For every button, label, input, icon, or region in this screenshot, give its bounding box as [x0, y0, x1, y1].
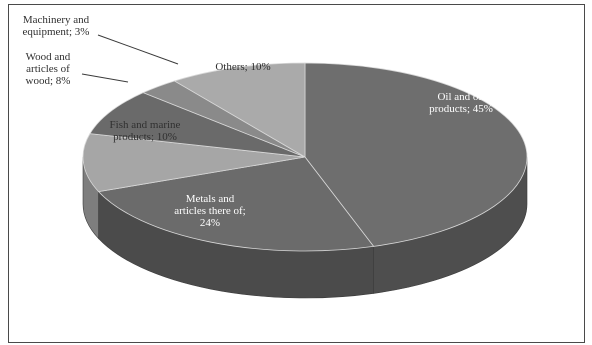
pie-slice-oil-and-oil-products [304, 62, 528, 247]
slice-labels: Oil and oil products; 45%Metals and articl… [23, 14, 493, 229]
data-label-oil-and-oil-products: Oil and oil products; 45% [429, 91, 493, 115]
data-label-line: Metals and [186, 193, 235, 205]
pie-slice-others [173, 62, 306, 158]
pie-slice-metals-and-articles-there-of [97, 156, 375, 252]
leader-line-wood-and-articles-of-wood [81, 73, 129, 83]
data-label-metals-and-articles-there-of: Metals and articles there of; 24% [174, 193, 245, 229]
data-label-line: equipment; 3% [23, 26, 90, 38]
data-label-line: Machinery and [23, 14, 90, 26]
data-label-line: products; 45% [429, 103, 493, 115]
data-label-line: articles of [26, 63, 70, 75]
data-label-line: articles there of; [174, 205, 245, 217]
leader-line-machinery-and-equipment [97, 34, 179, 65]
leader-lines [81, 34, 179, 83]
data-label-line: Others; 10% [215, 61, 270, 73]
data-label-machinery-and-equipment: Machinery and equipment; 3% [23, 14, 90, 38]
data-label-line: 24% [200, 217, 220, 229]
data-label-wood-and-articles-of-wood: Wood and articles of wood; 8% [26, 51, 71, 87]
pie-slice-wood-and-articles-of-wood [89, 92, 306, 158]
pie-tops [82, 62, 528, 252]
data-label-line: Fish and marine [110, 119, 181, 131]
data-label-line: Wood and [26, 51, 71, 63]
data-label-others: Others; 10% [215, 61, 270, 73]
pie-slice-fish-and-marine-products [82, 133, 306, 193]
data-label-line: wood; 8% [26, 75, 71, 87]
data-label-line: products; 10% [113, 131, 177, 143]
data-label-line: Oil and oil [437, 91, 484, 103]
data-label-fish-and-marine-products: Fish and marine products; 10% [110, 119, 181, 143]
